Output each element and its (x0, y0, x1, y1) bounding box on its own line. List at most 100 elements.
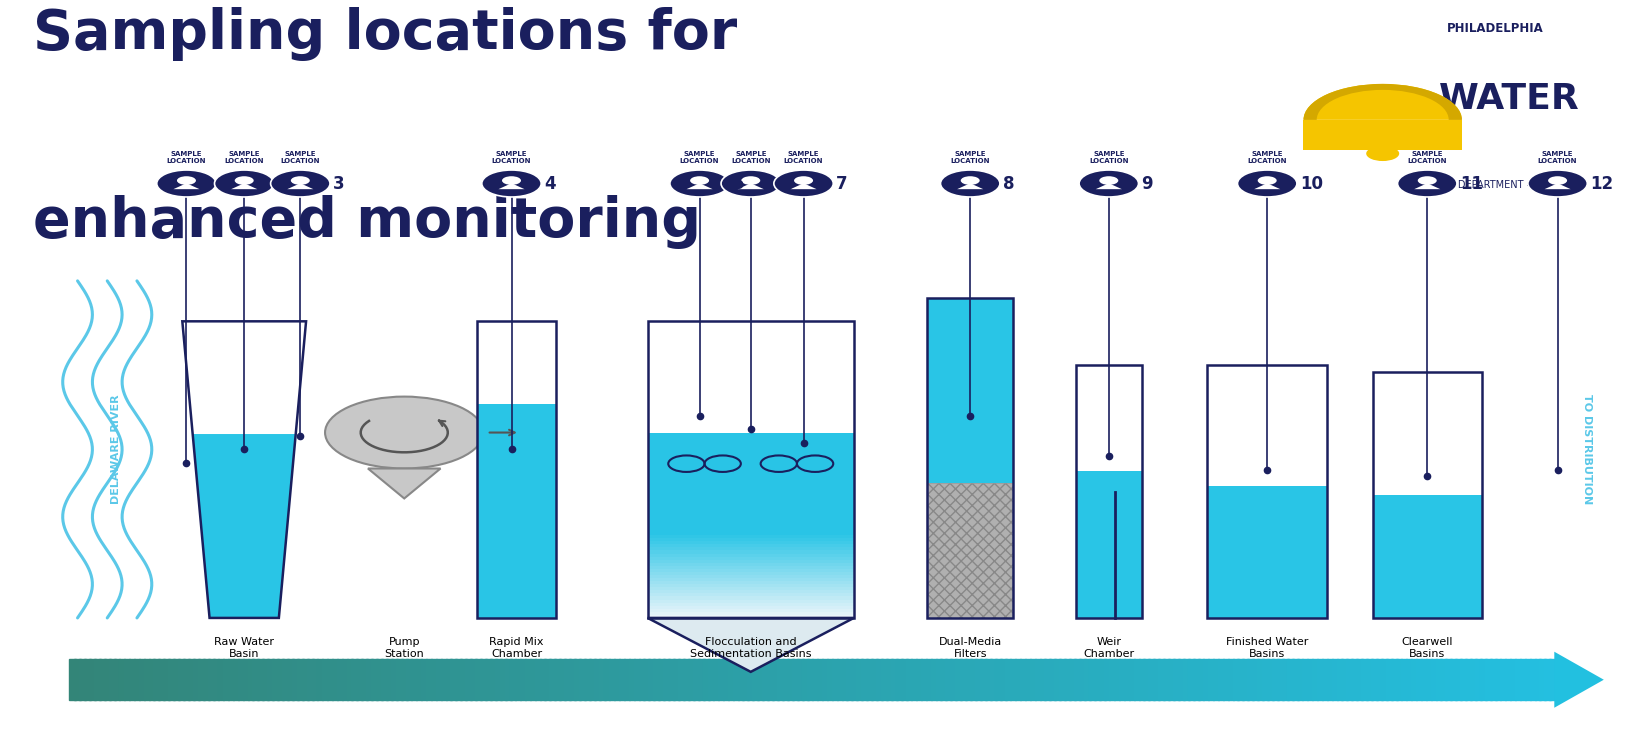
Text: SAMPLE
LOCATION: SAMPLE LOCATION (680, 151, 719, 164)
Bar (1490, 659, 1497, 700)
Bar (856, 659, 863, 700)
Bar (995, 659, 1002, 700)
Bar (549, 659, 556, 700)
Bar (842, 659, 848, 700)
Bar (332, 659, 338, 700)
Bar (1119, 659, 1125, 700)
Bar (1129, 659, 1135, 700)
Bar (500, 659, 507, 700)
Bar (322, 659, 328, 700)
Bar (168, 659, 175, 700)
Bar (960, 659, 967, 700)
Bar (1233, 659, 1239, 700)
Polygon shape (686, 184, 713, 189)
Text: 6: 6 (784, 175, 795, 192)
Bar (371, 659, 378, 700)
Bar (647, 580, 855, 584)
Bar (772, 659, 779, 700)
Bar (614, 659, 620, 700)
Polygon shape (647, 618, 855, 672)
Bar (79, 659, 86, 700)
Bar (647, 556, 855, 560)
Text: 10: 10 (1300, 175, 1323, 192)
Bar (1401, 659, 1407, 700)
Bar (668, 659, 675, 700)
Bar (1475, 659, 1482, 700)
Bar (312, 659, 318, 700)
Bar (1304, 120, 1462, 150)
Bar (733, 659, 739, 700)
Bar (361, 659, 368, 700)
Bar (1168, 659, 1175, 700)
Bar (477, 321, 556, 618)
Bar (1079, 659, 1086, 700)
Circle shape (157, 170, 216, 197)
Bar (153, 659, 160, 700)
Bar (233, 659, 239, 700)
Bar (647, 458, 855, 461)
Bar (1094, 659, 1101, 700)
Bar (1040, 659, 1046, 700)
Text: Rapid Mix
Chamber: Rapid Mix Chamber (488, 637, 544, 659)
Bar (647, 494, 855, 498)
Text: 5: 5 (733, 175, 744, 192)
Circle shape (1398, 170, 1457, 197)
Bar (921, 659, 927, 700)
Bar (1138, 659, 1145, 700)
Circle shape (1417, 176, 1437, 185)
Text: 11: 11 (1460, 175, 1483, 192)
Bar (302, 659, 309, 700)
Bar (366, 659, 373, 700)
Bar (376, 659, 383, 700)
Bar (647, 482, 855, 486)
Text: 12: 12 (1591, 175, 1614, 192)
Bar (1282, 659, 1289, 700)
Bar (851, 659, 858, 700)
Bar (647, 583, 855, 587)
Bar (817, 659, 823, 700)
Text: SAMPLE
LOCATION: SAMPLE LOCATION (492, 151, 531, 164)
Bar (94, 659, 101, 700)
Bar (647, 531, 855, 536)
Bar (589, 659, 596, 700)
Bar (1480, 659, 1487, 700)
Bar (1099, 659, 1106, 700)
Bar (252, 659, 259, 700)
Bar (69, 659, 76, 700)
Text: Clearwell
Basins: Clearwell Basins (1401, 637, 1454, 659)
Bar (262, 659, 269, 700)
Bar (648, 659, 655, 700)
Bar (644, 659, 650, 700)
Bar (554, 659, 561, 700)
Bar (1520, 659, 1526, 700)
Bar (1223, 659, 1229, 700)
Bar (1302, 659, 1308, 700)
Bar (871, 659, 878, 700)
Bar (1143, 659, 1150, 700)
Circle shape (1366, 146, 1399, 161)
Bar (267, 659, 274, 700)
Bar (747, 659, 754, 700)
Polygon shape (1414, 184, 1440, 189)
Bar (647, 577, 855, 581)
Bar (139, 659, 145, 700)
Bar (647, 574, 855, 578)
Text: Finished Water
Basins: Finished Water Basins (1226, 637, 1308, 659)
Bar (1074, 659, 1081, 700)
Bar (832, 659, 838, 700)
Text: 9: 9 (1142, 175, 1153, 192)
Bar (1341, 659, 1348, 700)
Bar (837, 659, 843, 700)
Bar (436, 659, 442, 700)
Bar (1183, 659, 1190, 700)
Bar (386, 659, 393, 700)
Bar (1455, 659, 1462, 700)
Bar (1515, 659, 1521, 700)
Bar (337, 659, 343, 700)
Circle shape (1257, 176, 1277, 185)
Bar (1292, 659, 1299, 700)
Text: Weir
Chamber: Weir Chamber (1084, 637, 1134, 659)
Text: SAMPLE
LOCATION: SAMPLE LOCATION (950, 151, 990, 164)
Bar (1030, 659, 1036, 700)
Bar (213, 659, 219, 700)
